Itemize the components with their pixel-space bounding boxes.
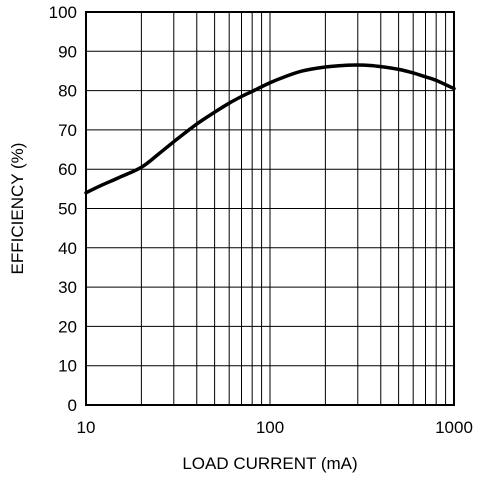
x-tick-label: 100 — [256, 418, 284, 437]
y-tick-label: 80 — [58, 82, 77, 101]
y-tick-label: 20 — [58, 317, 77, 336]
y-tick-label: 30 — [58, 278, 77, 297]
y-tick-label: 10 — [58, 357, 77, 376]
plot-frame — [85, 11, 455, 406]
x-tick-labels: 10 100 1000 — [77, 418, 473, 437]
y-tick-label: 70 — [58, 121, 77, 140]
grid — [86, 12, 454, 405]
efficiency-series-line — [84, 63, 456, 195]
x-axis-title: LOAD CURRENT (mA) — [182, 454, 357, 473]
x-tick-label: 10 — [77, 418, 96, 437]
y-tick-label: 100 — [49, 3, 77, 22]
y-tick-label: 60 — [58, 160, 77, 179]
y-tick-label: 0 — [68, 396, 77, 415]
x-tick-label: 1000 — [435, 418, 473, 437]
y-axis-title: EFFICIENCY (%) — [8, 143, 27, 275]
y-tick-label: 40 — [58, 239, 77, 258]
plot-area — [84, 63, 456, 195]
y-tick-label: 50 — [58, 200, 77, 219]
y-tick-labels: 0 10 20 30 40 50 60 70 80 90 100 — [49, 3, 77, 415]
y-tick-label: 90 — [58, 42, 77, 61]
